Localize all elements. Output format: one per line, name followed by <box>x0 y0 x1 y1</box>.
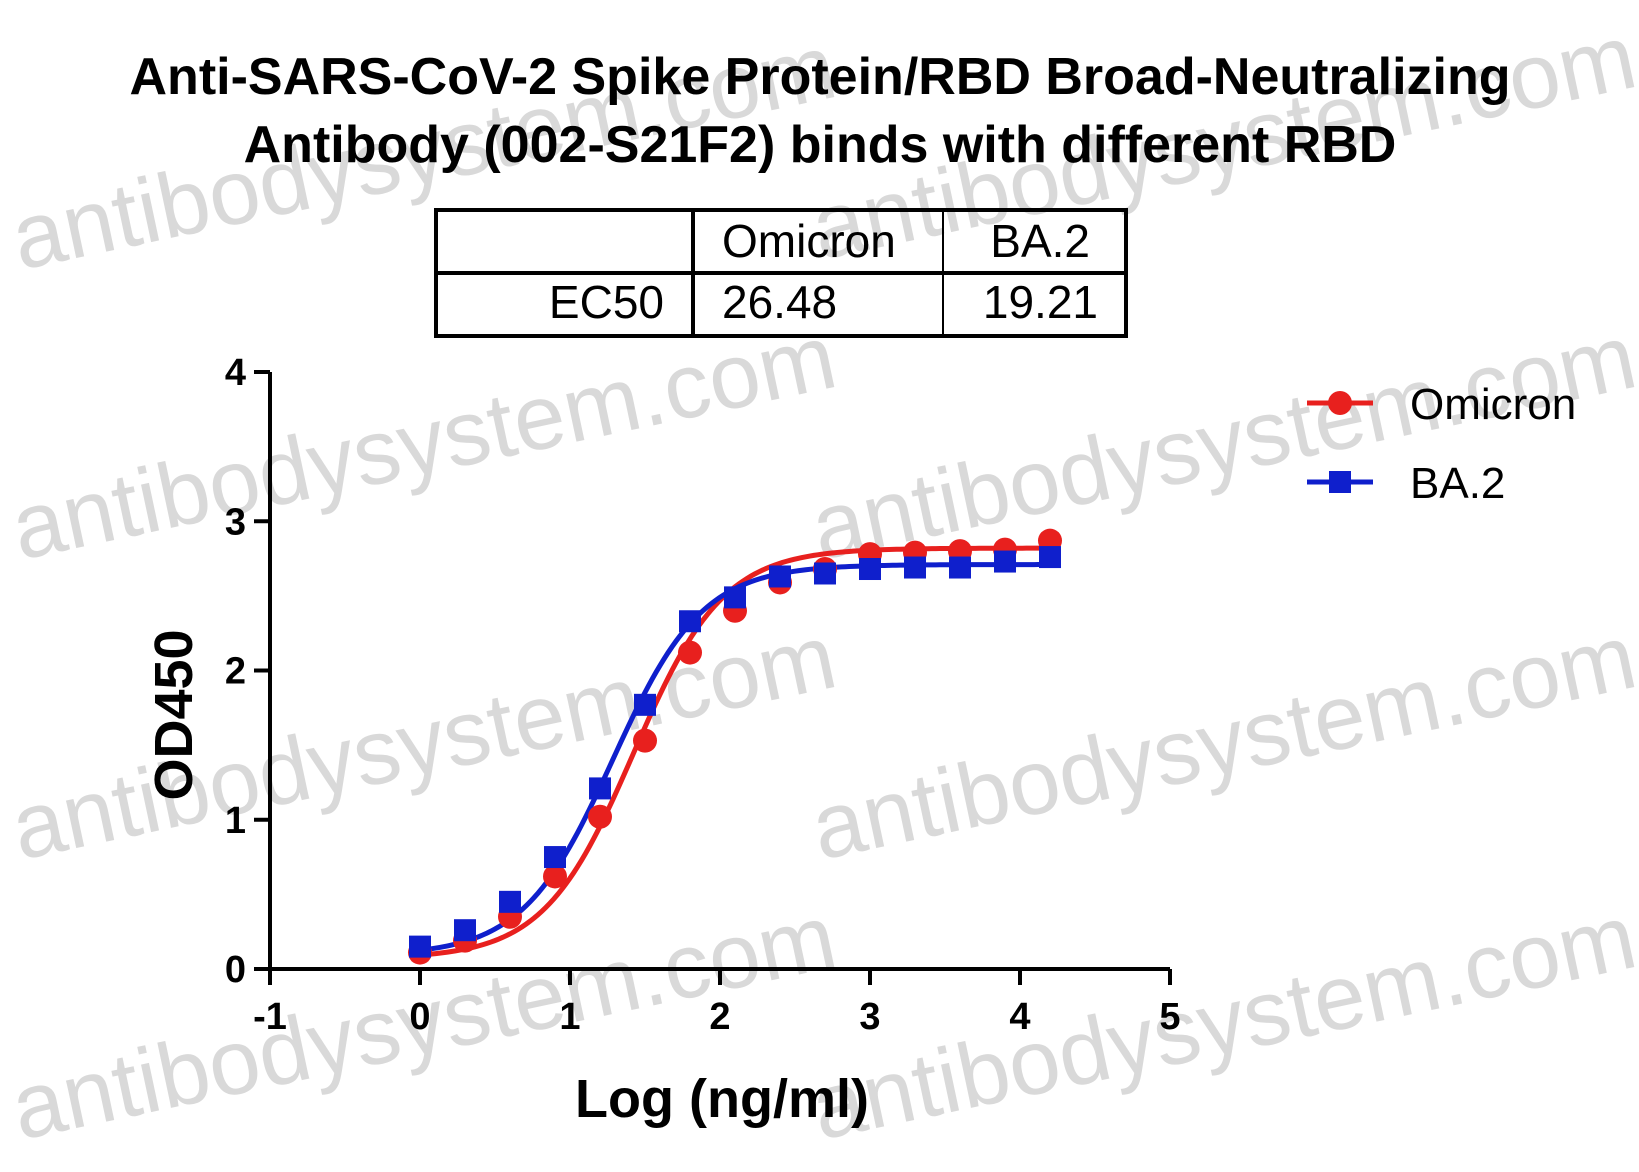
ec50-table: Omicron BA.2 EC50 26.48 19.21 <box>434 208 1128 338</box>
watermark-text: antibodysystem.com <box>803 605 1639 879</box>
watermark-text: antibodysystem.com <box>3 305 844 579</box>
data-point-ba-2 <box>1039 546 1061 569</box>
data-point-ba-2 <box>544 846 566 869</box>
y-axis-title: OD450 <box>144 629 204 800</box>
data-point-omicron <box>588 804 612 829</box>
data-point-ba-2 <box>454 919 476 942</box>
ec50-value-omicron: 26.48 <box>722 276 837 328</box>
x-axis-title: Log (ng/ml) <box>575 1069 869 1129</box>
data-points <box>408 528 1062 965</box>
data-point-ba-2 <box>589 777 611 800</box>
ec50-table-header-omicron: Omicron <box>722 215 896 267</box>
ec50-value-ba2: 19.21 <box>983 276 1098 328</box>
x-tick-label: 1 <box>559 996 580 1038</box>
chart-title-line-1: Anti-SARS-CoV-2 Spike Protein/RBD Broad-… <box>130 48 1511 106</box>
data-point-ba-2 <box>769 565 791 588</box>
data-point-ba-2 <box>679 610 701 633</box>
y-tick-label: 0 <box>225 949 246 991</box>
x-tick-label: 0 <box>409 996 430 1038</box>
data-point-ba-2 <box>724 586 746 609</box>
data-point-omicron <box>633 728 657 753</box>
ec50-table-header-ba2: BA.2 <box>990 215 1090 267</box>
data-point-omicron <box>543 864 567 889</box>
legend-label: BA.2 <box>1410 459 1505 508</box>
x-tick-label: 3 <box>859 996 880 1038</box>
x-tick-label: 2 <box>709 996 730 1038</box>
data-point-omicron <box>678 640 702 665</box>
data-point-ba-2 <box>409 935 431 958</box>
legend-label: Omicron <box>1410 380 1576 429</box>
y-tick-label: 2 <box>225 651 246 693</box>
watermark-text: antibodysystem.com <box>803 305 1639 579</box>
watermark-text: antibodysystem.com <box>803 885 1639 1159</box>
data-point-ba-2 <box>949 556 971 579</box>
chart-title-line-2: Antibody (002-S21F2) binds with differen… <box>244 116 1397 174</box>
data-point-ba-2 <box>904 556 926 579</box>
data-point-ba-2 <box>499 890 521 913</box>
x-tick-label: -1 <box>253 996 287 1038</box>
legend: Omicron BA.2 <box>1307 380 1576 508</box>
legend-marker-square <box>1329 471 1351 493</box>
data-point-ba-2 <box>994 550 1016 573</box>
y-tick-label: 3 <box>225 501 246 543</box>
data-point-ba-2 <box>634 693 656 716</box>
ec50-table-row-label: EC50 <box>549 276 664 328</box>
data-point-ba-2 <box>859 558 881 581</box>
y-tick-label: 4 <box>225 352 246 394</box>
legend-marker-circle <box>1328 391 1352 415</box>
y-tick-label: 1 <box>225 800 246 842</box>
data-point-ba-2 <box>814 562 836 585</box>
x-tick-label: 5 <box>1159 996 1180 1038</box>
watermark-text: antibodysystem.com <box>3 605 844 879</box>
x-tick-label: 4 <box>1009 996 1030 1038</box>
